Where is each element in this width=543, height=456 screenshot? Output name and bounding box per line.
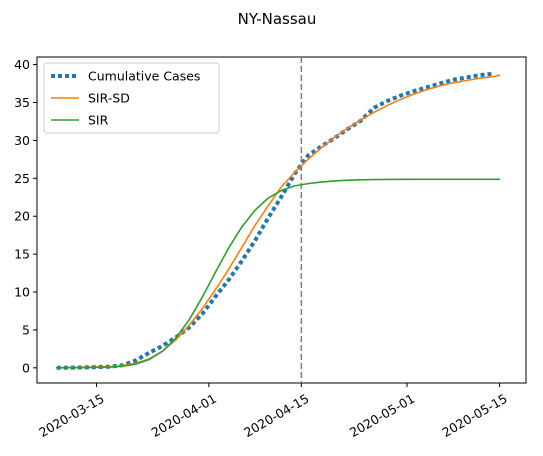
y-tick-label: 40 bbox=[14, 57, 30, 72]
legend-label: Cumulative Cases bbox=[88, 69, 200, 84]
y-tick-label: 25 bbox=[14, 171, 30, 186]
legend-box bbox=[43, 62, 220, 134]
x-tick-label: 2020-05-15 bbox=[439, 391, 509, 440]
legend-label: SIR bbox=[88, 113, 109, 128]
y-tick-label: 5 bbox=[22, 322, 30, 337]
series-line-cumulative-cases bbox=[56, 71, 494, 370]
y-tick-label: 20 bbox=[14, 209, 30, 224]
y-tick-label: 35 bbox=[14, 95, 30, 110]
legend: Cumulative Cases SIR-SD SIR bbox=[43, 62, 220, 134]
plot-area bbox=[36, 56, 527, 384]
y-tick-label: 0 bbox=[22, 360, 30, 375]
x-tick-label: 2020-04-01 bbox=[149, 391, 219, 440]
x-tick-label: 2020-04-15 bbox=[241, 391, 311, 440]
series-layer bbox=[56, 71, 501, 370]
y-tick-label: 15 bbox=[14, 247, 30, 262]
x-tick-label: 2020-03-15 bbox=[36, 391, 106, 440]
series-line-sir bbox=[56, 178, 501, 369]
y-tick-label: 10 bbox=[14, 285, 30, 300]
chart-title: NY-Nassau bbox=[238, 10, 317, 28]
x-tick-label: 2020-05-01 bbox=[347, 391, 417, 440]
y-tick-label: 30 bbox=[14, 133, 30, 148]
legend-label: SIR-SD bbox=[88, 91, 130, 106]
